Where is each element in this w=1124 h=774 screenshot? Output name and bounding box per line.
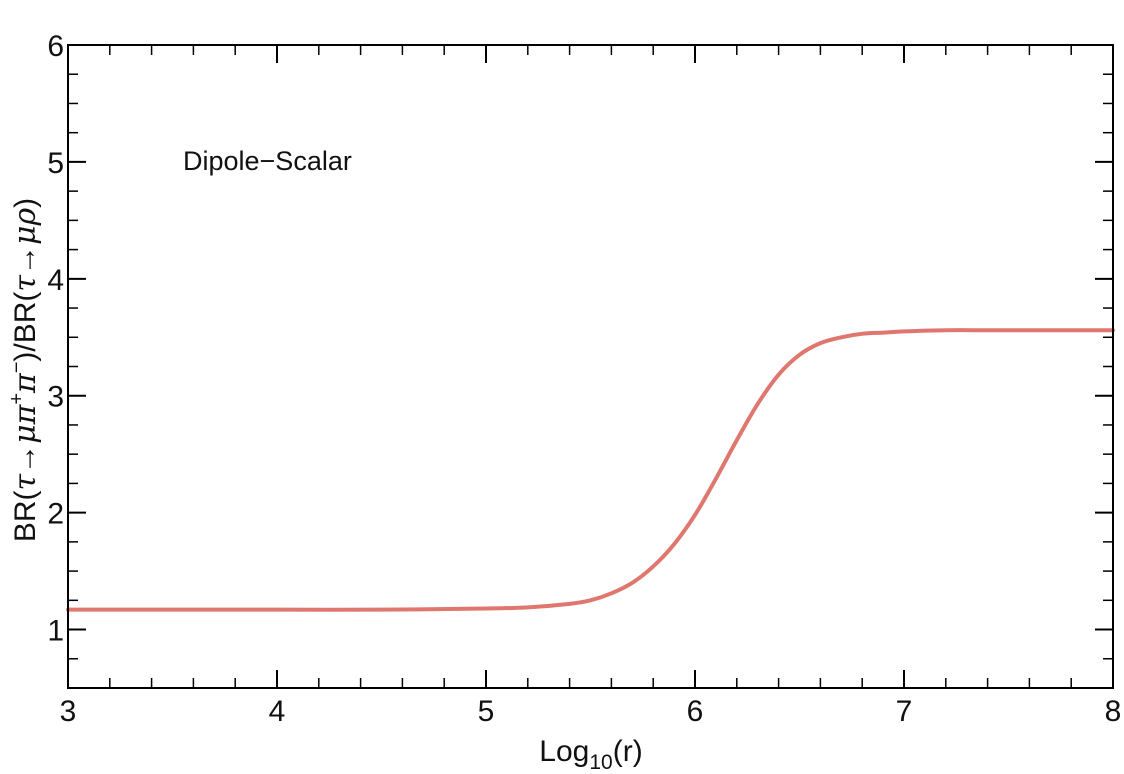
x-tick-label: 3	[60, 695, 77, 728]
tick-labels: 3 4 5 6 7 8 1 2 3 4 5 6	[47, 30, 1121, 728]
x-axis-title-base: Log	[539, 735, 589, 768]
y-tick-label: 1	[47, 615, 64, 648]
x-tick-label: 6	[687, 695, 704, 728]
y-axis-title: BR(τ→μπ+π−)/BR(τ→μρ)	[6, 198, 43, 542]
series-layer	[66, 328, 1115, 612]
x-axis-title: Log10(r)	[539, 735, 642, 774]
plot-frame	[67, 44, 1114, 689]
tick-marks	[67, 44, 1114, 689]
x-axis-title-tail: (r)	[613, 735, 643, 768]
x-tick-label: 5	[478, 695, 495, 728]
y-tick-label: 4	[47, 264, 64, 297]
x-tick-label: 4	[269, 695, 286, 728]
x-tick-label: 8	[1105, 695, 1122, 728]
x-tick-label: 7	[896, 695, 913, 728]
y-tick-label: 5	[47, 147, 64, 180]
series-line-0	[66, 328, 1115, 612]
y-tick-label: 6	[47, 30, 64, 63]
x-axis-title-subscript: 10	[589, 751, 612, 774]
y-tick-label: 3	[47, 381, 64, 414]
annotation-dipole-scalar: Dipole−Scalar	[183, 146, 352, 176]
y-tick-label: 2	[47, 498, 64, 531]
